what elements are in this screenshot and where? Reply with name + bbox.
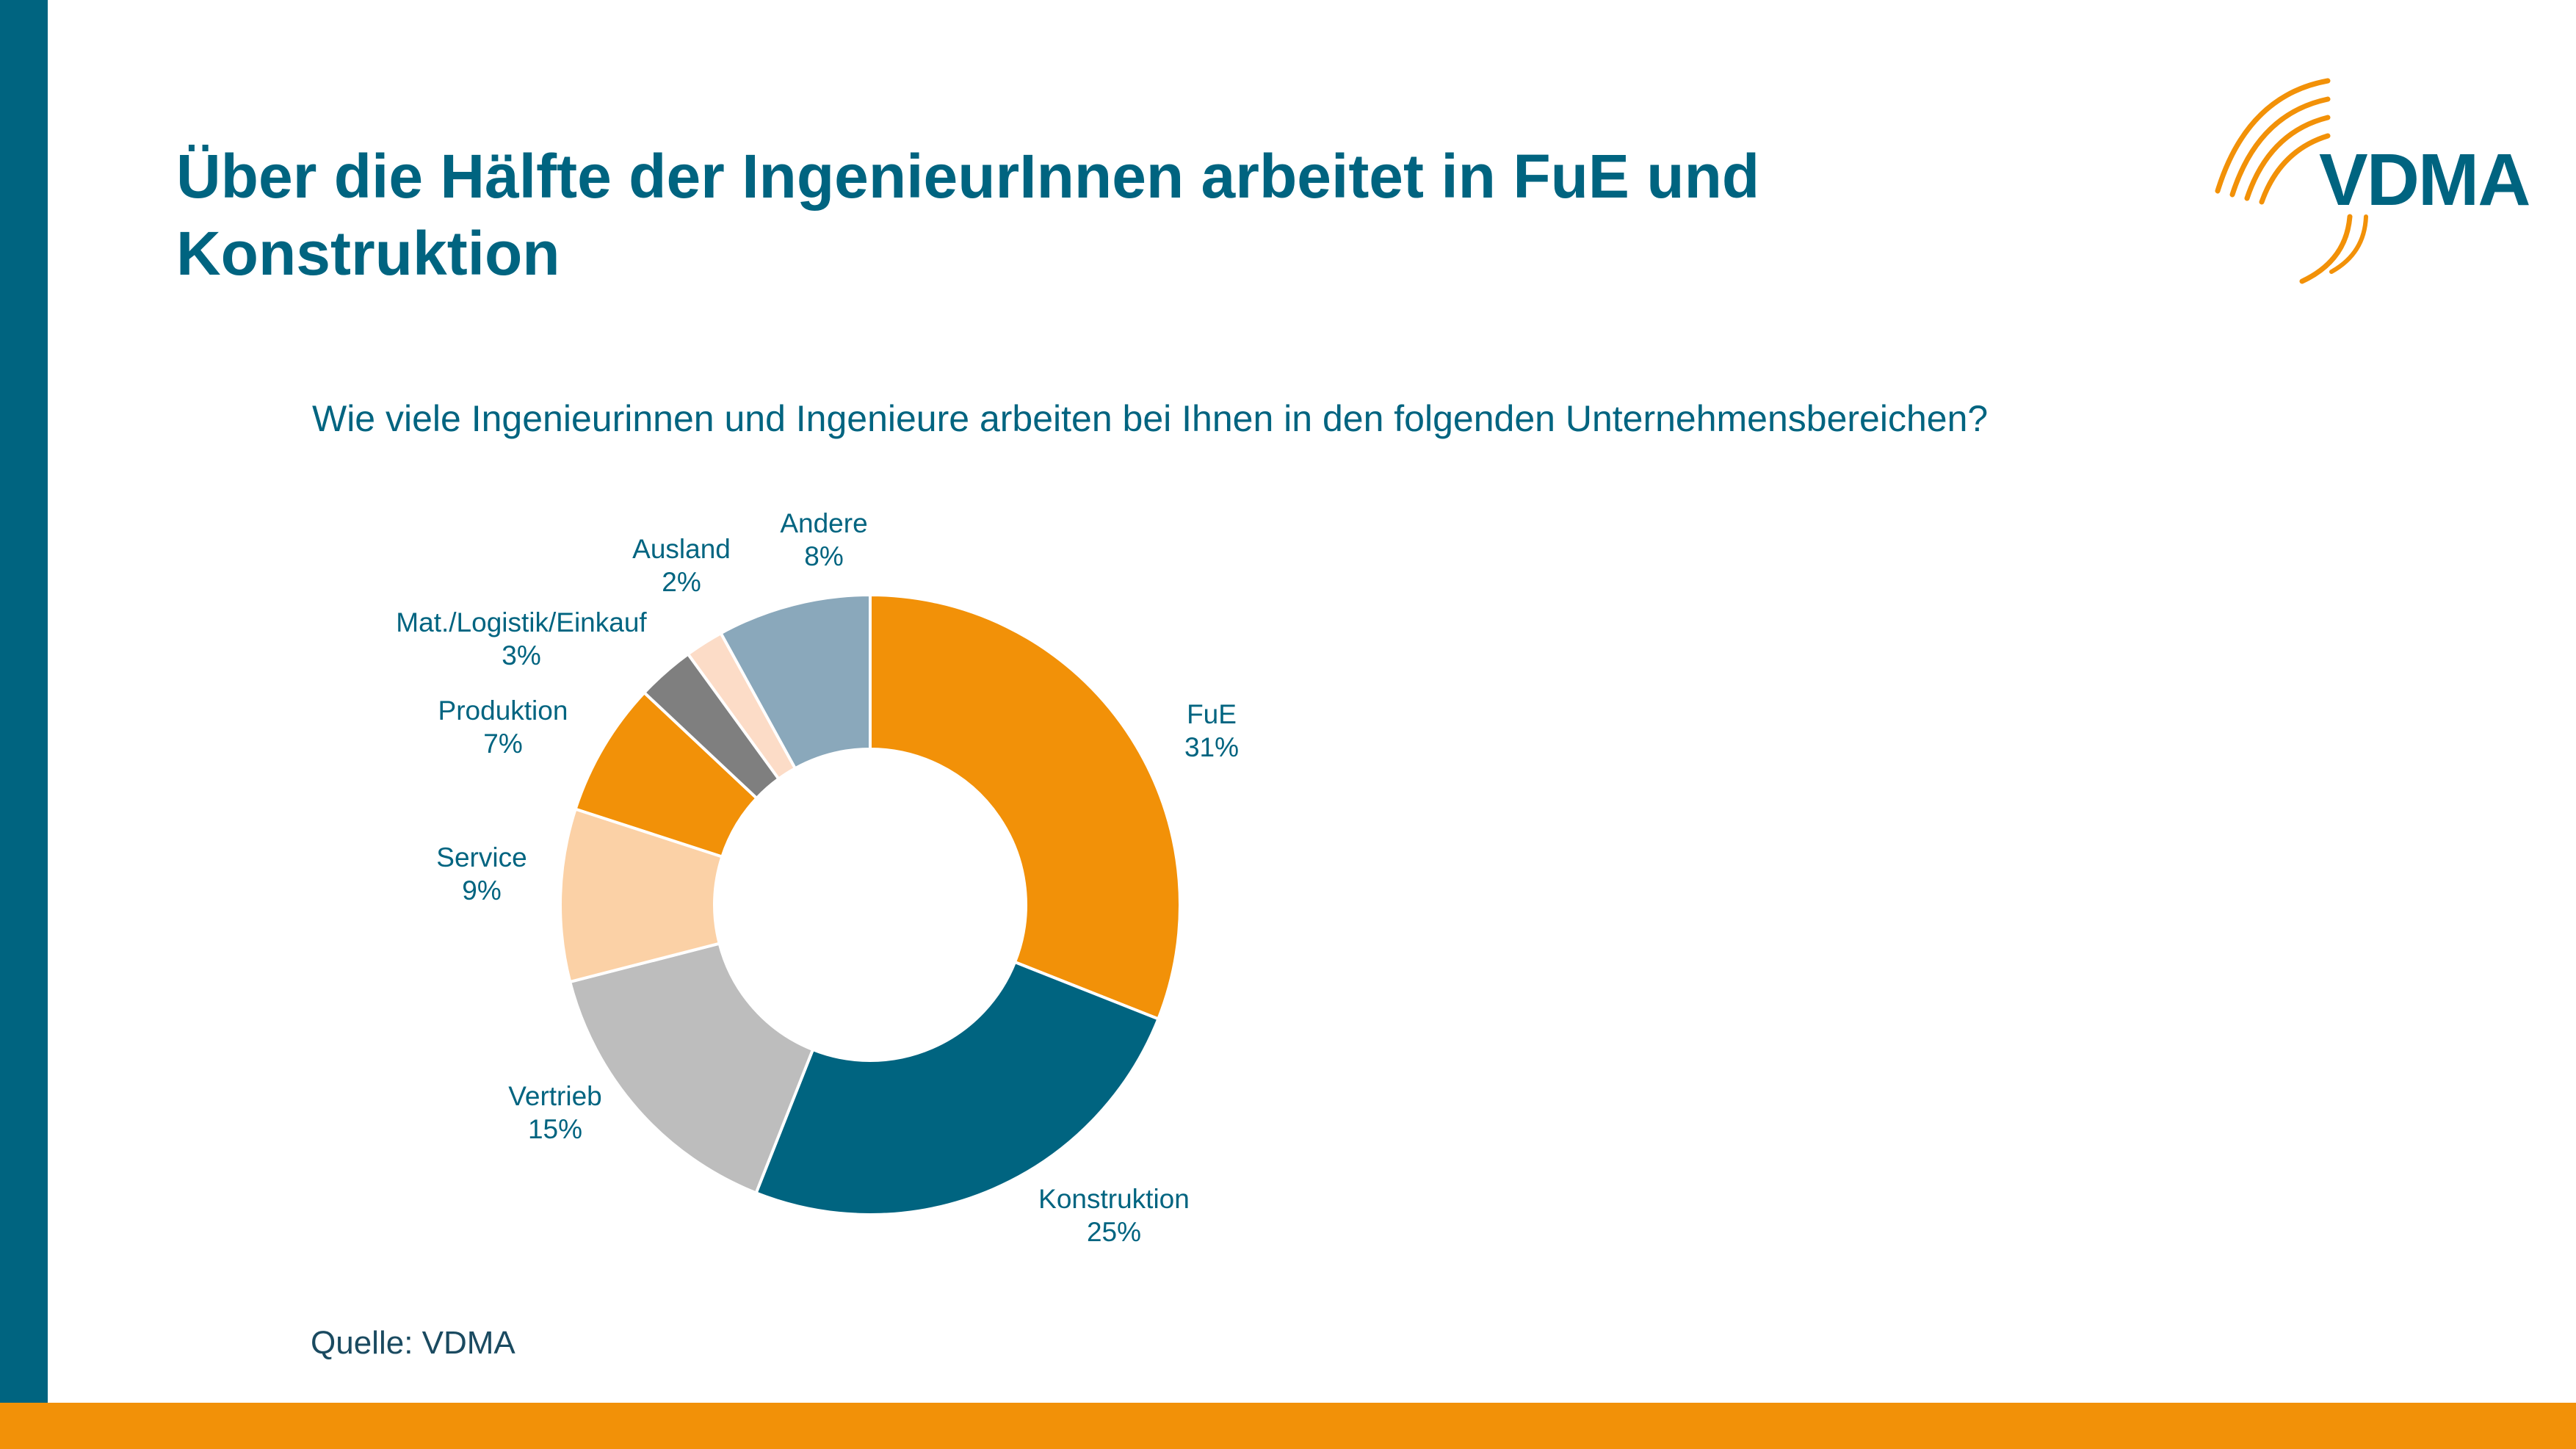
logo-text: VDMA — [2319, 139, 2530, 221]
slice-produktion — [574, 690, 759, 859]
left-accent-bar — [0, 0, 48, 1403]
label-vertrieb: Vertrieb — [508, 1081, 602, 1111]
slice-konstruktion — [754, 960, 1160, 1216]
value-label-mat-logistik-einkauf: 3% — [502, 640, 540, 671]
label-fue: FuE — [1187, 699, 1237, 729]
label-andere: Andere — [780, 508, 867, 538]
source-note: Quelle: VDMA — [311, 1325, 515, 1361]
slice-vertrieb — [568, 942, 815, 1195]
value-label-vertrieb: 15% — [528, 1114, 582, 1144]
label-service: Service — [436, 842, 527, 872]
slice-andere — [718, 593, 872, 770]
label-ausland: Ausland — [632, 534, 731, 564]
label-mat-logistik-einkauf: Mat./Logistik/Einkauf — [396, 607, 647, 637]
label-konstruktion: Konstruktion — [1038, 1184, 1190, 1214]
vdma-logo: VDMA — [2203, 73, 2541, 294]
value-label-konstruktion: 25% — [1087, 1217, 1141, 1247]
value-label-service: 9% — [462, 875, 501, 906]
value-label-produktion: 7% — [483, 729, 522, 759]
value-label-ausland: 2% — [662, 567, 701, 597]
label-produktion: Produktion — [438, 695, 568, 726]
slice-fue — [869, 593, 1182, 1021]
bottom-accent-bar — [0, 1403, 2576, 1449]
slice-mat-logistik-einkauf — [642, 651, 781, 801]
value-label-andere: 8% — [804, 541, 843, 571]
slice-ausland — [686, 631, 797, 781]
value-label-fue: 31% — [1184, 732, 1239, 762]
logo-arcs-icon — [2215, 78, 2368, 284]
slide-title: Über die Hälfte der IngenieurInnen arbei… — [176, 142, 1760, 288]
slice-service — [559, 807, 724, 984]
chart-question: Wie viele Ingenieurinnen und Ingenieure … — [312, 398, 1989, 439]
